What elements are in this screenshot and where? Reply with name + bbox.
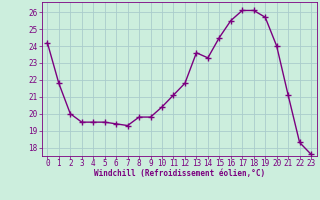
X-axis label: Windchill (Refroidissement éolien,°C): Windchill (Refroidissement éolien,°C) bbox=[94, 169, 265, 178]
